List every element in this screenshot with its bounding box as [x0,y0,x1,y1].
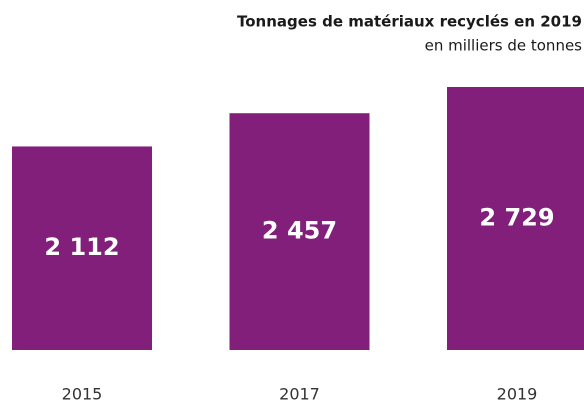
chart-title: Tonnages de matériaux recyclés en 2019 [237,13,582,31]
bar [229,113,370,351]
chart-subtitle: en milliers de tonnes [425,37,583,55]
value-label: 2 729 [479,204,554,232]
x-tick-label: 2015 [62,385,103,404]
value-label: 2 112 [44,233,119,261]
value-label: 2 457 [262,217,337,245]
x-tick-label: 2017 [279,385,320,404]
x-tick-label: 2019 [497,385,538,404]
bar [447,87,584,350]
bar [12,146,152,350]
